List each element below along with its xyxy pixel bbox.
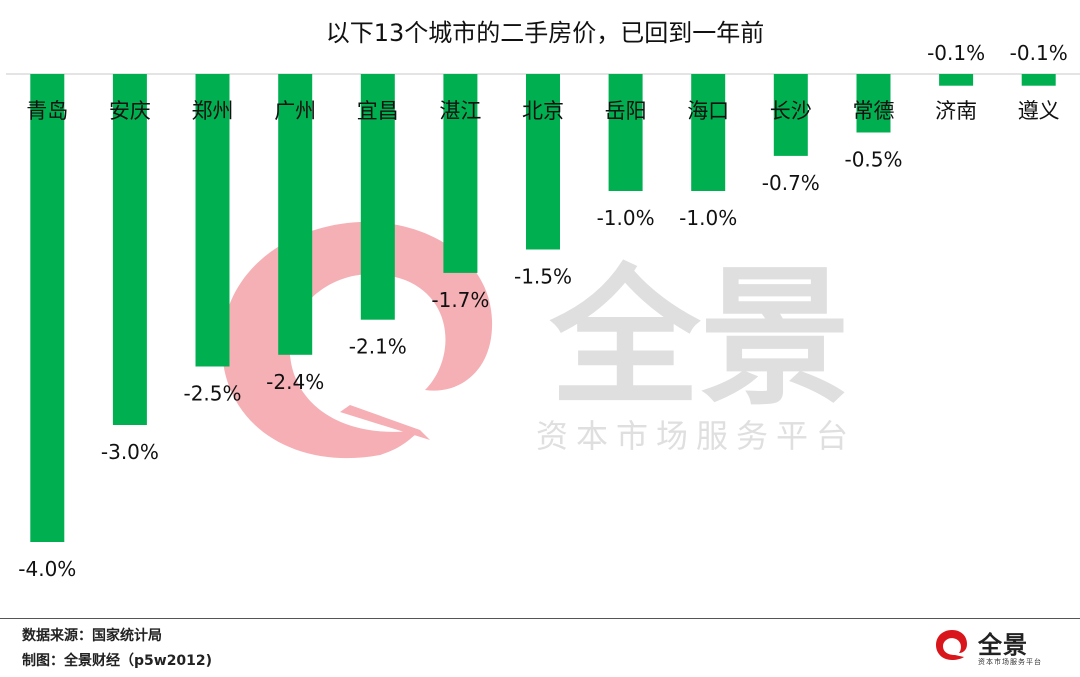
value-label-3: -2.4% [266,370,324,394]
category-label-2: 郑州 [192,99,234,123]
value-label-10: -0.5% [844,148,902,172]
category-label-9: 长沙 [770,99,812,123]
category-label-0: 青岛 [26,99,68,123]
bar-11 [939,74,974,86]
credit-note: 制图：全景财经（p5w2012) [22,653,213,669]
value-labels: -4.0% -3.0% -2.5% -2.4% -2.1% -1.7% -1.5% -1.0%… [18,41,1067,581]
value-label-9: -0.7% [762,171,820,195]
category-label-11: 济南 [935,99,977,123]
bar-9 [773,74,808,156]
category-label-3: 广州 [274,99,316,123]
bar-3 [278,74,313,355]
bar-12 [1021,74,1056,86]
bar-4 [360,74,395,320]
category-label-7: 岳阳 [605,99,647,123]
category-label-5: 湛江 [439,99,481,123]
category-label-12: 遵义 [1018,99,1060,123]
value-label-11: -0.1% [927,41,985,65]
source-note: 数据来源：国家统计局 [22,628,162,644]
value-label-0: -4.0% [18,557,76,581]
bar-5 [443,74,478,273]
value-label-12: -0.1% [1010,41,1068,65]
chart-canvas: 全景 资本市场服务平台 以下13个城市的二手房价，已回到一年前 青岛 安庆 郑州 广州… [6,19,1080,581]
bar-6 [526,74,560,250]
value-label-1: -3.0% [101,440,159,464]
watermark-tagline: 资本市场服务平台 [536,417,856,455]
bar-1 [112,74,147,425]
footer: 数据来源：国家统计局 制图：全景财经（p5w2012) 全景 资本市场服务平台 [0,618,1080,677]
chart-title: 以下13个城市的二手房价，已回到一年前 [326,19,765,47]
watermark-swirl-tail [340,405,430,440]
bar-2 [195,74,230,367]
bar-0 [30,74,65,542]
brand-name: 全景 [978,631,1028,659]
value-label-6: -1.5% [514,265,572,289]
category-label-6: 北京 [522,99,564,123]
value-label-4: -2.1% [349,335,407,359]
brand-swirl-icon [936,630,967,660]
bar-10 [856,74,891,133]
bar-8 [691,74,726,191]
category-label-10: 常德 [853,99,895,123]
bars-layer [30,74,1056,542]
bar-7 [608,74,643,191]
brand-logo: 全景 资本市场服务平台 [934,625,1064,673]
category-label-4: 宜昌 [357,99,399,123]
value-label-5: -1.7% [431,288,489,312]
brand-tagline: 资本市场服务平台 [978,658,1042,666]
value-label-2: -2.5% [183,382,241,406]
category-labels: 青岛 安庆 郑州 广州 宜昌 湛江 北京 岳阳 海口 长沙 常德 济南 遵义 [26,99,1059,123]
category-label-8: 海口 [687,99,729,123]
watermark: 全景 资本市场服务平台 [221,221,856,459]
value-label-8: -1.0% [679,206,737,230]
value-label-7: -1.0% [597,206,655,230]
category-label-1: 安庆 [109,99,151,123]
watermark-brand: 全景 [549,252,850,426]
